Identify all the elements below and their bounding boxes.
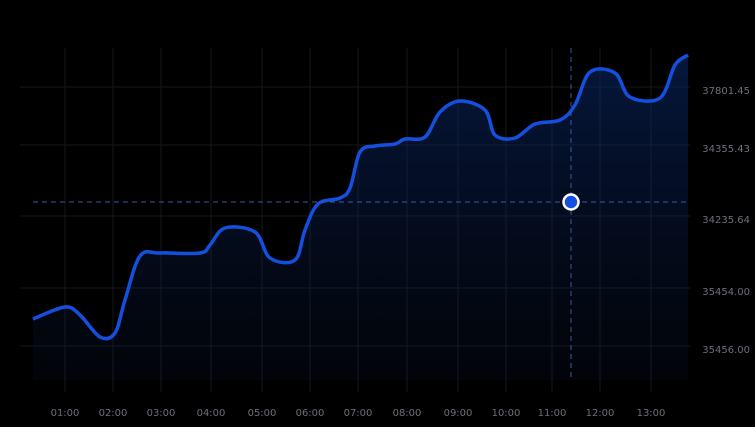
area-fill bbox=[33, 55, 688, 380]
x-label: 06:00 bbox=[296, 408, 325, 419]
x-label: 05:00 bbox=[248, 408, 277, 419]
axis-labels: 01:00 02:00 03:00 04:00 05:00 06:00 07:00 08:00… bbox=[51, 86, 750, 419]
x-label: 02:00 bbox=[99, 408, 128, 419]
y-label: 37801.45 bbox=[702, 86, 750, 97]
x-label: 01:00 bbox=[51, 408, 80, 419]
x-label: 09:00 bbox=[444, 408, 473, 419]
x-label: 10:00 bbox=[492, 408, 521, 419]
y-label: 34355.43 bbox=[702, 144, 750, 155]
x-label: 11:00 bbox=[538, 408, 567, 419]
y-label: 34235.64 bbox=[702, 215, 750, 226]
x-label: 08:00 bbox=[393, 408, 422, 419]
y-label: 35454.00 bbox=[702, 287, 750, 298]
hover-point[interactable] bbox=[562, 193, 580, 211]
x-label: 12:00 bbox=[586, 408, 615, 419]
y-label: 35456.00 bbox=[702, 345, 750, 356]
x-label: 07:00 bbox=[344, 408, 373, 419]
x-label: 04:00 bbox=[197, 408, 226, 419]
x-label: 13:00 bbox=[637, 408, 666, 419]
price-line bbox=[32, 53, 690, 341]
x-label: 03:00 bbox=[147, 408, 176, 419]
